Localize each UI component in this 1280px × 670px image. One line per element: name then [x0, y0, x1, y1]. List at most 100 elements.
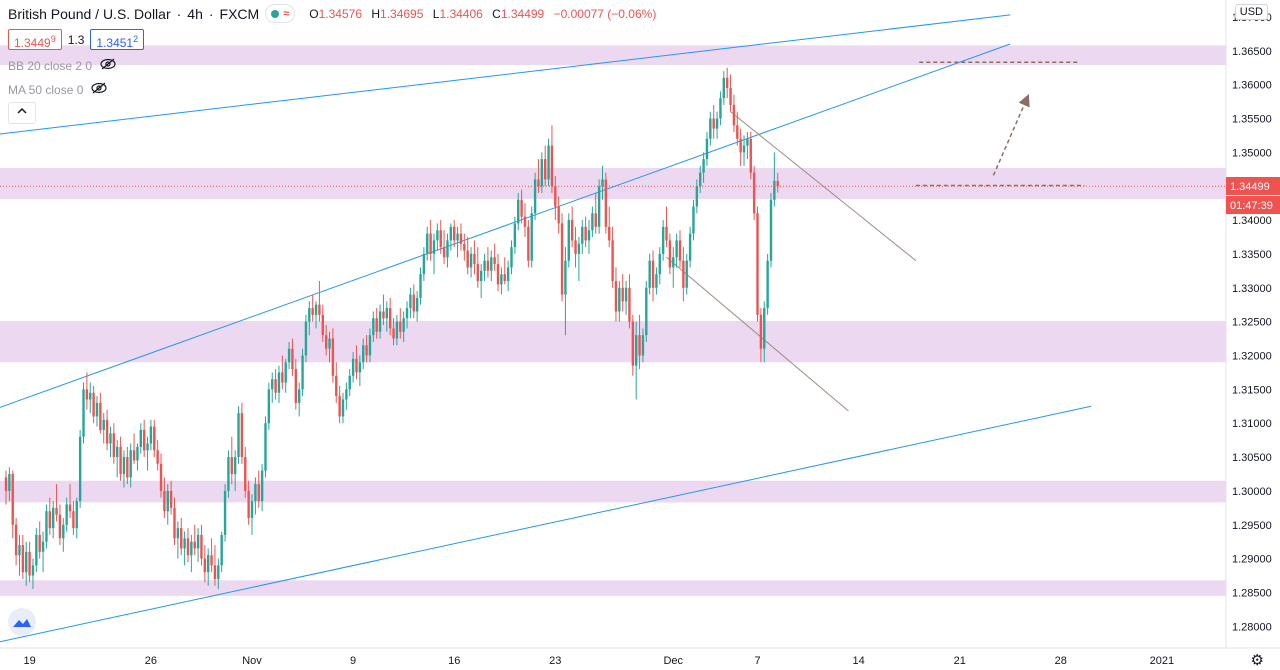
price-axis-tick-label: 1.34000 — [1232, 215, 1272, 227]
candle-body — [500, 274, 503, 285]
candle-body — [132, 450, 136, 461]
candle-body — [608, 226, 611, 241]
candle-body — [648, 260, 651, 288]
candle-body — [483, 260, 486, 271]
candle-body — [611, 240, 614, 282]
candle-body — [65, 504, 68, 525]
open-label: O — [309, 6, 319, 21]
candle-body — [506, 267, 510, 282]
candle-body — [217, 565, 220, 579]
candle-body — [351, 358, 355, 376]
eye-off-icon[interactable] — [91, 82, 107, 97]
collapse-legend-button[interactable] — [8, 102, 36, 124]
candle-body — [668, 240, 672, 268]
buy-button[interactable]: 1.34512 — [90, 29, 145, 50]
candle-body — [68, 504, 72, 512]
channel-trendline — [0, 405, 1092, 643]
time-axis-tick-label: 16 — [448, 655, 460, 667]
candle-body — [72, 511, 75, 529]
candle-body — [287, 348, 291, 363]
candle-body — [456, 233, 459, 241]
countdown-tag — [1226, 196, 1280, 214]
symbol-title[interactable]: British Pound / U.S. Dollar — [8, 5, 171, 22]
candle-body — [682, 260, 685, 288]
candle-body — [58, 514, 62, 539]
candle-body — [493, 257, 496, 265]
candle-body — [702, 159, 705, 173]
candle-body — [301, 355, 304, 390]
channel-trendline — [0, 14, 1011, 135]
eye-off-icon[interactable] — [100, 58, 116, 73]
candle-body — [651, 260, 655, 288]
candle-body — [685, 260, 688, 288]
candle-body — [358, 362, 362, 373]
candle-body — [382, 311, 385, 319]
candle-body — [557, 206, 560, 224]
candle-body — [591, 213, 594, 231]
candle-body — [513, 223, 517, 248]
support-resistance-zone — [0, 480, 1226, 503]
candle-body — [621, 287, 624, 302]
candle-body — [372, 318, 375, 336]
candle-body — [291, 348, 294, 370]
candle-body — [122, 457, 126, 474]
candle-body — [769, 199, 773, 261]
candle-body — [570, 220, 574, 241]
candle-body — [159, 463, 163, 491]
candle-body — [82, 389, 85, 437]
market-status-toggle[interactable]: ≈ — [265, 4, 296, 23]
indicator-ma[interactable]: MA 50 close 0 — [8, 82, 107, 97]
candle-body — [409, 294, 412, 309]
candle-body — [695, 186, 699, 207]
price-axis-tick-label: 1.32500 — [1232, 317, 1272, 329]
candle-body — [459, 233, 463, 244]
price-axis-tick-label: 1.30500 — [1232, 452, 1272, 464]
tradingview-logo-icon[interactable] — [8, 608, 36, 636]
candle-body — [439, 230, 442, 248]
candle-body — [92, 392, 95, 417]
indicator-bb-label: BB 20 close 2 0 — [8, 58, 93, 73]
candle-body — [661, 226, 665, 254]
candle-body — [21, 545, 25, 573]
candle-body — [166, 490, 169, 512]
exchange-label[interactable]: FXCM — [219, 5, 260, 22]
candle-body — [328, 338, 331, 349]
candle-body — [567, 220, 570, 261]
legend-separator-1: · — [176, 5, 182, 22]
candle-body — [564, 260, 567, 295]
gear-icon[interactable]: ⚙ — [1250, 652, 1264, 669]
candle-body — [601, 179, 604, 187]
candle-body — [85, 389, 89, 400]
price-axis-tick-label: 1.35500 — [1232, 113, 1272, 125]
candle-body — [675, 240, 678, 258]
candle-body — [335, 375, 338, 397]
candle-body — [237, 413, 240, 458]
time-axis-tick-label: 19 — [23, 655, 35, 667]
open-value: 1.34576 — [318, 6, 362, 21]
candle-body — [709, 118, 712, 139]
price-axis-tick-label: 1.31500 — [1232, 384, 1272, 396]
wedge-trendline — [666, 256, 849, 412]
candle-body — [672, 257, 675, 268]
interval-label[interactable]: 4h — [187, 5, 203, 22]
candle-body — [207, 555, 210, 573]
indicator-bb[interactable]: BB 20 close 2 0 — [8, 58, 116, 73]
candle-body — [203, 558, 207, 573]
sell-button[interactable]: 1.34499 — [8, 29, 62, 50]
candle-body — [547, 145, 550, 180]
candle-body — [180, 528, 183, 549]
candle-body — [163, 490, 166, 512]
candle-body — [594, 213, 597, 227]
candle-body — [196, 534, 200, 549]
candle-body — [200, 534, 203, 559]
candle-body — [402, 318, 405, 332]
currency-label[interactable]: USD — [1234, 4, 1268, 20]
support-resistance-zone — [0, 320, 1226, 363]
candle-body — [473, 253, 476, 265]
ohlc-values: O1.34576 H1.34695 L1.34406 C1.34499 −0.0… — [309, 7, 662, 21]
candle-body — [375, 318, 378, 332]
symbol-legend: British Pound / U.S. Dollar · 4h · FXCM … — [8, 4, 662, 23]
chevron-up-icon — [17, 107, 27, 114]
candle-body — [314, 304, 318, 315]
